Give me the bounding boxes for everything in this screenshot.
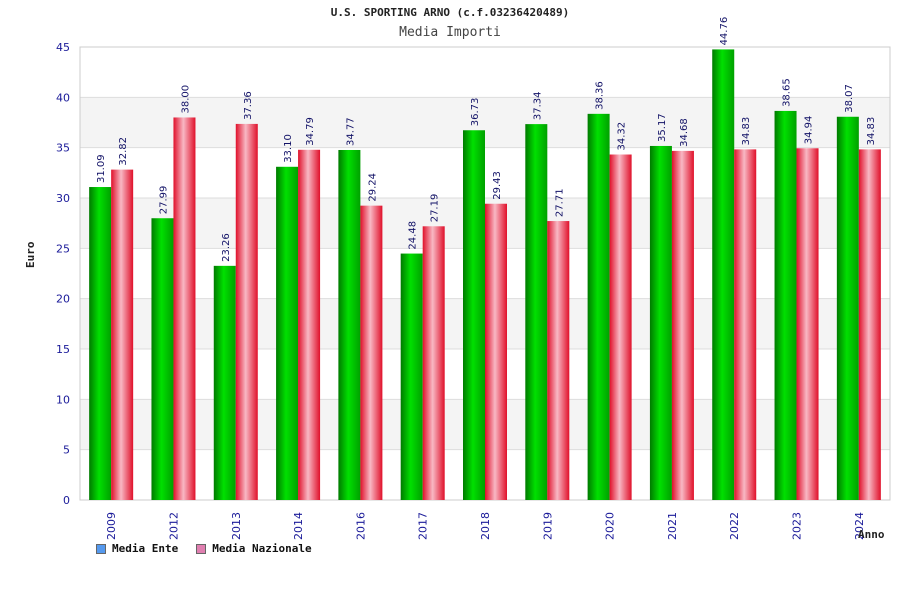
y-tick-label: 20 [56, 293, 70, 306]
bar-value-labels: 31.09 32.82 27.99 38.00 23.26 37.36 33.10 34.79… [96, 17, 877, 262]
legend-item-media-nazionale: Media Nazionale [196, 542, 312, 555]
bar-media-ente [89, 187, 112, 500]
x-tick-label: 2014 [292, 512, 305, 540]
x-tick-label: 2018 [479, 512, 492, 540]
legend-swatch-media-nazionale [196, 543, 207, 554]
value-label-media-nazionale: 27.19 [430, 194, 441, 223]
bar-media-nazionale [360, 205, 383, 500]
legend-item-media-ente: Media Ente [96, 542, 178, 555]
bar-media-ente [836, 116, 859, 501]
bar-media-nazionale [796, 148, 819, 500]
value-label-media-ente: 37.34 [532, 91, 543, 120]
legend: Media Ente Media Nazionale [96, 542, 312, 555]
value-label-media-nazionale: 34.79 [305, 117, 316, 146]
bar-media-ente [151, 218, 174, 500]
bar-media-nazionale [111, 169, 134, 500]
x-axis-label: Anno [858, 528, 885, 541]
bar-media-nazionale [547, 221, 570, 500]
y-tick-label: 10 [56, 393, 70, 406]
bar-media-nazionale [235, 123, 258, 500]
bar-media-nazionale [173, 117, 196, 500]
bar-media-ente [649, 145, 672, 501]
value-label-media-nazionale: 37.36 [243, 91, 254, 120]
value-label-media-ente: 35.17 [657, 113, 668, 142]
y-tick-label: 0 [63, 494, 70, 507]
value-label-media-ente: 27.99 [158, 186, 169, 215]
y-axis-ticks: 0 5 10 15 20 25 30 35 40 45 [56, 41, 70, 507]
y-tick-label: 25 [56, 242, 70, 255]
value-label-media-ente: 38.65 [782, 78, 793, 107]
value-label-media-ente: 38.36 [595, 81, 606, 110]
x-tick-label: 2021 [666, 512, 679, 540]
value-label-media-nazionale: 34.68 [679, 118, 690, 147]
x-tick-label: 2023 [791, 512, 804, 540]
legend-label-media-ente: Media Ente [112, 542, 179, 555]
bar-media-nazionale [671, 150, 694, 500]
value-label-media-nazionale: 29.24 [367, 173, 378, 202]
y-tick-label: 40 [56, 91, 70, 104]
y-tick-label: 15 [56, 343, 70, 356]
x-tick-label: 2016 [354, 512, 367, 540]
y-tick-label: 30 [56, 192, 70, 205]
x-tick-label: 2024 [853, 512, 866, 540]
x-tick-label: 2017 [417, 512, 430, 540]
x-tick-label: 2019 [541, 512, 554, 540]
value-label-media-ente: 34.77 [345, 117, 356, 146]
bar-media-ente [525, 124, 548, 501]
value-label-media-ente: 36.73 [470, 98, 481, 127]
bar-media-nazionale [422, 226, 445, 500]
bar-media-ente [463, 130, 485, 500]
value-label-media-nazionale: 32.82 [118, 137, 129, 166]
grid-band [80, 47, 890, 98]
chart-title: U.S. SPORTING ARNO (c.f.03236420489) [330, 6, 570, 19]
y-axis-label: Euro [24, 241, 37, 269]
bar-media-nazionale [298, 149, 321, 500]
bar-media-ente [400, 253, 423, 500]
chart-subtitle: Media Importi [399, 25, 501, 40]
bar-media-ente [213, 265, 236, 500]
bar-media-ente [712, 49, 735, 500]
value-label-media-ente: 24.48 [408, 221, 419, 250]
value-label-media-nazionale: 34.83 [741, 117, 752, 146]
y-tick-label: 45 [56, 41, 70, 54]
value-label-media-ente: 38.07 [844, 84, 855, 113]
bar-media-ente [587, 113, 610, 501]
value-label-media-nazionale: 27.71 [554, 188, 565, 217]
bar-media-nazionale [858, 149, 881, 501]
value-label-media-ente: 44.76 [719, 17, 730, 46]
y-tick-label: 5 [63, 444, 70, 457]
y-tick-label: 35 [56, 142, 70, 155]
x-axis-ticks: 2009 2012 2013 2014 2016 2017 2018 2019 2020 2021… [105, 512, 866, 540]
bar-media-nazionale [734, 149, 757, 501]
value-label-media-ente: 33.10 [283, 134, 294, 163]
value-label-media-nazionale: 34.83 [866, 117, 877, 146]
value-label-media-nazionale: 34.94 [804, 116, 815, 145]
x-tick-label: 2009 [105, 512, 118, 540]
value-label-media-ente: 31.09 [96, 154, 107, 183]
x-tick-label: 2020 [604, 512, 617, 540]
value-label-media-nazionale: 29.43 [492, 171, 503, 200]
bar-media-ente [276, 166, 299, 500]
bars [89, 49, 881, 501]
bar-media-ente [774, 110, 797, 500]
legend-label-media-nazionale: Media Nazionale [212, 542, 312, 555]
bar-media-ente [338, 149, 361, 500]
x-tick-label: 2013 [230, 512, 243, 540]
bar-media-nazionale [609, 154, 632, 500]
x-tick-label: 2012 [167, 512, 180, 540]
bar-media-nazionale [485, 203, 507, 500]
value-label-media-nazionale: 34.32 [617, 122, 628, 151]
value-label-media-nazionale: 38.00 [180, 85, 191, 114]
legend-swatch-media-ente [96, 543, 106, 554]
value-label-media-ente: 23.26 [221, 233, 232, 262]
x-tick-label: 2022 [728, 512, 741, 540]
